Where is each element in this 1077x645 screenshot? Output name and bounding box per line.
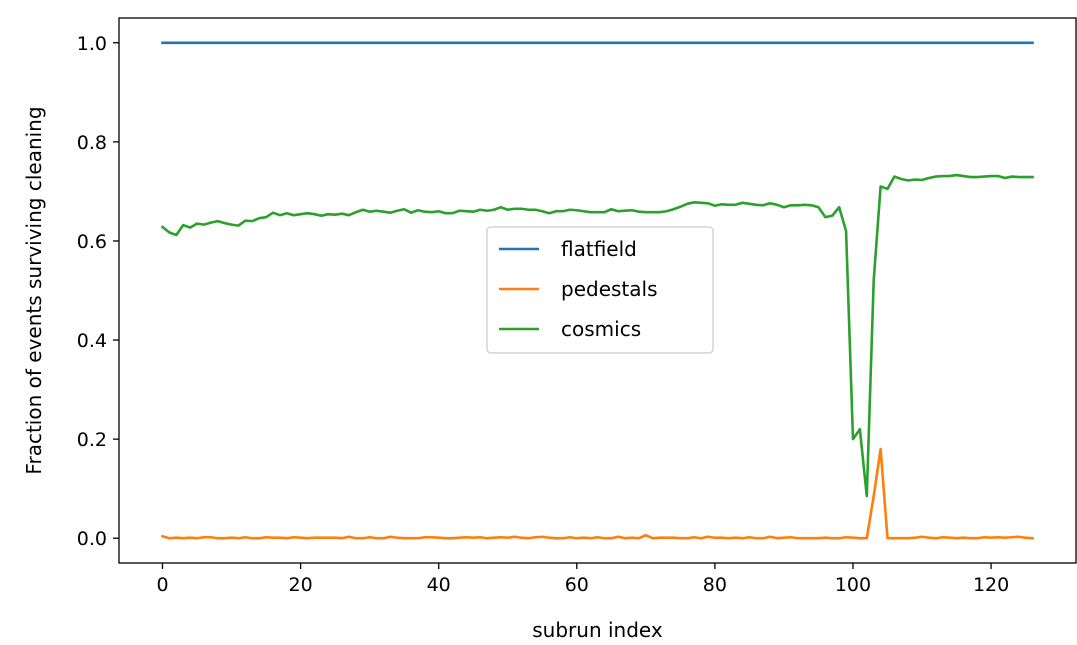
series-line-cosmics: [160, 173, 1034, 498]
y-tick-label: 0.2: [77, 429, 107, 451]
series-line-pedestals: [160, 447, 1034, 540]
x-tick-label: 100: [835, 574, 871, 596]
legend: flatfield pedestals cosmics: [486, 226, 714, 354]
y-axis-label: Fraction of events surviving cleaning: [22, 106, 46, 474]
x-tick-label: 40: [427, 574, 451, 596]
legend-label-cosmics: cosmics: [561, 317, 641, 341]
y-tick-label: 0.6: [77, 231, 107, 253]
y-tick-label: 1.0: [77, 33, 107, 55]
plot-area: [160, 41, 1034, 540]
y-axis: 0.0 0.2 0.4 0.6 0.8 1.0: [77, 33, 119, 550]
y-tick-label: 0.8: [77, 132, 107, 154]
series-layer: [160, 41, 1034, 540]
x-tick-label: 0: [156, 574, 168, 596]
x-tick-label: 20: [289, 574, 313, 596]
y-tick-label: 0.4: [77, 330, 107, 352]
legend-label-pedestals: pedestals: [561, 277, 658, 301]
x-tick-label: 60: [565, 574, 589, 596]
x-tick-label: 80: [703, 574, 727, 596]
legend-box: [486, 226, 714, 354]
x-axis: 0 20 40 60 80 100 120: [156, 563, 1009, 596]
axes-frame: [118, 17, 1077, 564]
x-tick-label: 120: [973, 574, 1009, 596]
y-tick-label: 0.0: [77, 528, 107, 550]
x-axis-label: subrun index: [532, 618, 663, 642]
legend-label-flatfield: flatfield: [561, 237, 637, 261]
